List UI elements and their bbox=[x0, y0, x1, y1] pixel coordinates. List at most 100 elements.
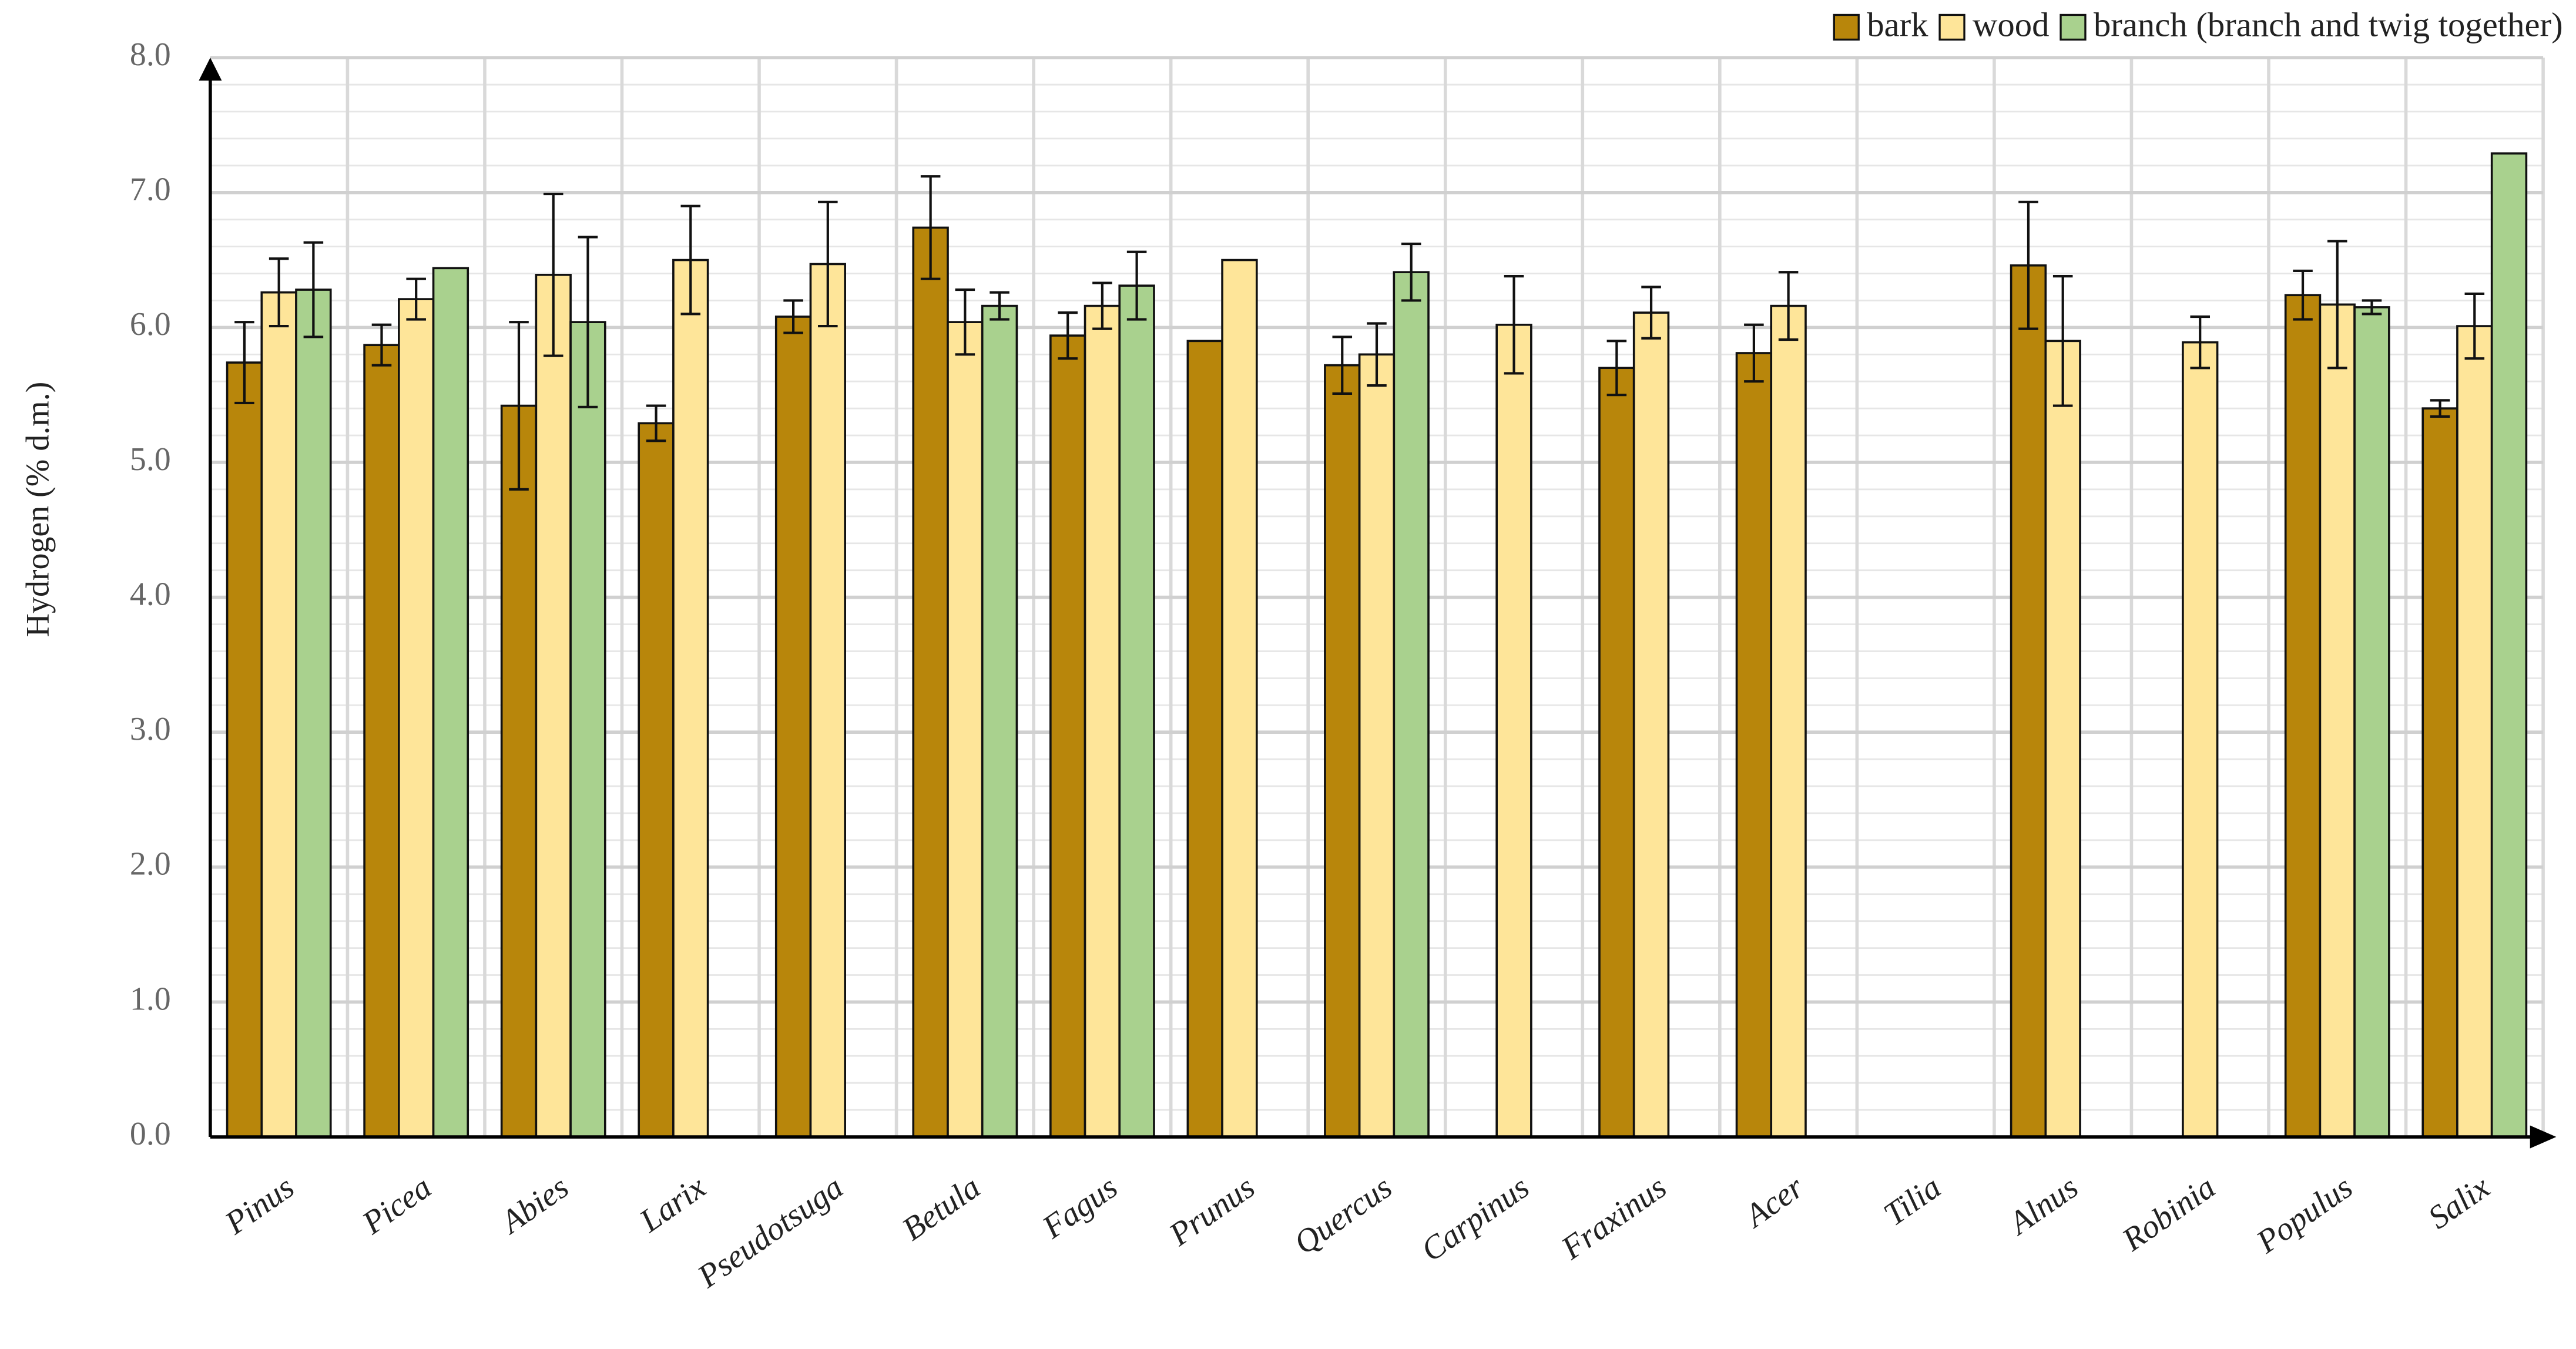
error-bar bbox=[646, 404, 666, 442]
bar bbox=[2353, 306, 2390, 1138]
bar bbox=[363, 344, 400, 1138]
x-tick-label: Salix bbox=[2421, 1169, 2496, 1236]
bar bbox=[535, 273, 572, 1138]
error-bar bbox=[371, 323, 392, 367]
bar bbox=[947, 321, 984, 1138]
error-bar bbox=[783, 299, 803, 334]
x-tick-label: Abies bbox=[492, 1169, 575, 1241]
error-bar bbox=[1606, 340, 1627, 397]
error-bar bbox=[1504, 275, 1524, 375]
legend-label: bark bbox=[1867, 5, 1928, 43]
x-tick-label: Carpinus bbox=[1415, 1169, 1536, 1269]
legend-swatch bbox=[1833, 14, 1860, 41]
error-bar bbox=[1641, 286, 1661, 340]
bar bbox=[2421, 407, 2458, 1138]
bar bbox=[1358, 353, 1396, 1138]
bar bbox=[398, 298, 435, 1138]
y-tick-label: 2.0 bbox=[130, 846, 171, 882]
x-tick-label: Betula bbox=[895, 1169, 987, 1247]
legend-swatch bbox=[2060, 14, 2087, 41]
error-bar bbox=[2018, 200, 2038, 330]
bar bbox=[1598, 367, 1635, 1138]
bar bbox=[672, 259, 709, 1138]
error-bar bbox=[955, 288, 975, 356]
bar bbox=[569, 321, 606, 1138]
bar bbox=[2319, 303, 2356, 1138]
bar bbox=[2044, 340, 2081, 1138]
x-tick-label: Pinus bbox=[218, 1169, 301, 1241]
bar bbox=[1084, 304, 1121, 1138]
y-tick-label: 0.0 bbox=[130, 1116, 171, 1152]
bar bbox=[1186, 340, 1223, 1138]
error-bar bbox=[406, 277, 426, 321]
legend-swatch bbox=[1938, 14, 1965, 41]
x-tick-label: Populus bbox=[2249, 1169, 2359, 1260]
y-tick-label: 5.0 bbox=[130, 441, 171, 478]
bar bbox=[1221, 259, 1258, 1138]
x-tick-label: Larix bbox=[633, 1169, 713, 1240]
bar bbox=[260, 291, 297, 1138]
x-tick-label: Prunus bbox=[1162, 1169, 1262, 1253]
bar bbox=[2456, 325, 2493, 1138]
bar bbox=[1118, 284, 1155, 1138]
error-bar bbox=[1778, 271, 1799, 341]
bar bbox=[432, 267, 469, 1138]
y-tick-label: 4.0 bbox=[130, 576, 171, 612]
x-tick-label: Alnus bbox=[2001, 1169, 2085, 1243]
bar bbox=[1393, 271, 1430, 1138]
y-tick-label: 6.0 bbox=[130, 306, 171, 343]
error-bar bbox=[2293, 269, 2313, 321]
y-tick-label: 7.0 bbox=[130, 172, 171, 208]
x-tick-label: Pseudotsuga bbox=[691, 1169, 850, 1295]
error-bar bbox=[680, 204, 701, 316]
error-bar bbox=[303, 241, 324, 338]
x-tick-label: Picea bbox=[355, 1169, 438, 1241]
error-bar bbox=[234, 321, 254, 405]
error-bar bbox=[2362, 299, 2382, 316]
error-bar bbox=[1367, 322, 1387, 387]
bar bbox=[981, 304, 1018, 1138]
bar bbox=[809, 263, 846, 1138]
x-tick-label: Acer bbox=[1736, 1169, 1810, 1236]
bar bbox=[1770, 304, 1807, 1138]
legend-label: branch (branch and twig together) bbox=[2094, 5, 2563, 43]
y-tick-label: 1.0 bbox=[130, 981, 171, 1017]
error-bar bbox=[1332, 335, 1353, 395]
error-bar bbox=[578, 236, 598, 408]
bar bbox=[912, 226, 949, 1138]
error-bar bbox=[1744, 323, 1764, 383]
x-tick-label: Fagus bbox=[1035, 1169, 1124, 1246]
bar bbox=[2284, 294, 2322, 1138]
bar bbox=[1735, 352, 1773, 1138]
y-axis-arrow bbox=[199, 58, 222, 81]
y-axis-label: Hydrogen (% d.m.) bbox=[20, 382, 56, 637]
error-bar bbox=[920, 175, 941, 280]
error-bar bbox=[509, 321, 529, 491]
error-bar bbox=[2190, 315, 2211, 370]
bar bbox=[638, 422, 675, 1138]
error-bar bbox=[1058, 311, 1078, 360]
bar bbox=[2010, 264, 2047, 1138]
bar bbox=[1495, 323, 1532, 1138]
error-bar bbox=[2052, 275, 2073, 407]
bar bbox=[2182, 341, 2219, 1138]
error-bar bbox=[1126, 250, 1147, 321]
error-bar bbox=[1401, 242, 1421, 302]
x-tick-label: Robinia bbox=[2115, 1169, 2222, 1259]
bar bbox=[1049, 334, 1086, 1138]
y-tick-label: 8.0 bbox=[130, 36, 171, 73]
bar bbox=[226, 361, 263, 1138]
y-tick-label: 3.0 bbox=[130, 711, 171, 747]
x-tick-label: Fraxinus bbox=[1554, 1169, 1673, 1267]
bar bbox=[500, 404, 538, 1138]
error-bar bbox=[818, 200, 838, 328]
error-bar bbox=[1092, 281, 1112, 330]
error-bar bbox=[2327, 240, 2347, 370]
x-tick-label: Tilia bbox=[1877, 1169, 1948, 1233]
bar bbox=[1324, 364, 1361, 1138]
bar bbox=[295, 288, 332, 1138]
error-bar bbox=[2430, 399, 2450, 418]
legend-label: wood bbox=[1973, 5, 2049, 43]
